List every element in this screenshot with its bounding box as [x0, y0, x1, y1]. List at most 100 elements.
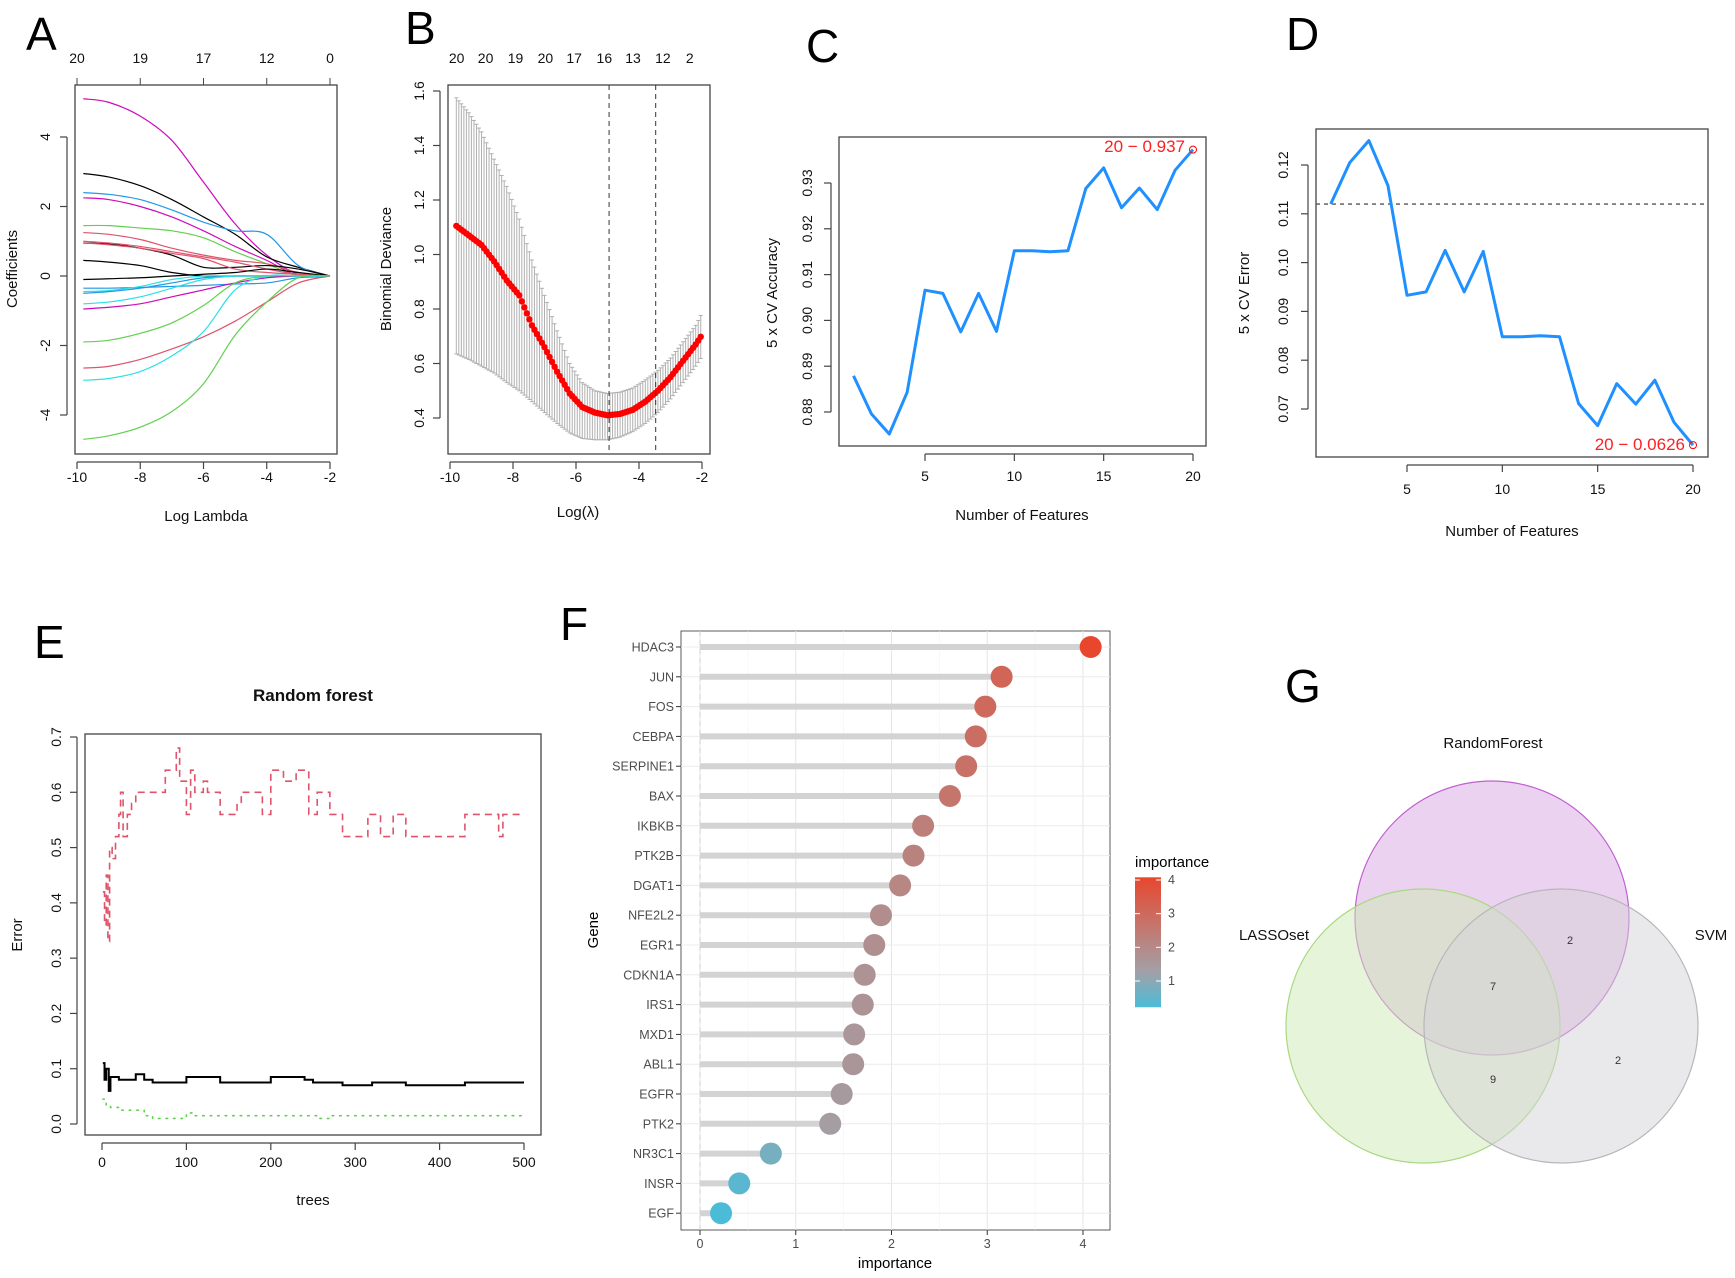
- b-plot-box: [447, 84, 711, 455]
- e-x-axis-title: trees: [296, 1192, 329, 1209]
- top-tick-label: 17: [196, 50, 212, 66]
- x-tick-label: -10: [67, 469, 87, 485]
- deviance-point: [523, 310, 531, 317]
- cv-curve: [453, 97, 704, 441]
- x-tick-label: -2: [324, 469, 337, 485]
- x-tick-label: 200: [259, 1154, 283, 1170]
- x-tick-label: -10: [440, 469, 460, 485]
- y-tick-label: 1.2: [411, 190, 427, 210]
- y-tick-label: 1.6: [411, 81, 427, 101]
- f-y-axis-title: Gene: [585, 912, 602, 949]
- coefficient-path: [83, 231, 331, 277]
- c-y-axis-title: 5 x CV Accuracy: [764, 237, 781, 348]
- legend-tick-label: 3: [1168, 907, 1175, 921]
- venn-region-count: 7: [1490, 981, 1496, 993]
- deviance-point: [516, 292, 523, 299]
- gene-label: CDKN1A: [623, 968, 674, 982]
- lollipop-point: [759, 1142, 782, 1165]
- y-tick-label: 0.7: [48, 727, 64, 747]
- gene-label: INSR: [644, 1177, 674, 1191]
- deviance-point: [546, 353, 553, 361]
- error-rate-line: [102, 1062, 524, 1092]
- legend-colorbar: [1135, 877, 1161, 1008]
- gene-label: IKBKB: [637, 819, 674, 833]
- x-tick-label: 0: [697, 1237, 704, 1251]
- deviance-point: [551, 363, 558, 370]
- y-tick-label: 1.4: [411, 136, 427, 156]
- lollipop-point: [843, 1023, 866, 1046]
- y-tick-label: 0.4: [48, 893, 64, 913]
- gene-label: HDAC3: [632, 641, 674, 655]
- x-tick-label: 20: [1685, 481, 1701, 497]
- top-label: 19: [508, 50, 524, 66]
- x-tick-label: 2: [888, 1237, 895, 1251]
- y-tick-label: 0.4: [411, 408, 427, 428]
- lollipop-point: [912, 814, 935, 837]
- y-tick-label: 0.1: [48, 1059, 64, 1079]
- legend-tick-label: 2: [1168, 940, 1175, 954]
- panel-label-f: F: [560, 598, 588, 650]
- coefficient-path: [83, 192, 331, 277]
- y-tick-label: 0.3: [48, 948, 64, 968]
- legend-tick-label: 4: [1168, 873, 1175, 887]
- best-point-marker: [1689, 441, 1697, 450]
- y-tick-label: -2: [37, 339, 53, 352]
- lollipop-point: [902, 844, 925, 867]
- coefficient-path: [83, 224, 331, 278]
- x-tick-label: 300: [344, 1154, 368, 1170]
- lollipop-point: [955, 755, 978, 778]
- y-tick-label: 0: [37, 272, 53, 280]
- x-tick-label: -6: [197, 469, 210, 485]
- a-y-axis-title: Coefficients: [4, 230, 21, 308]
- y-tick-label: 0.92: [799, 215, 815, 242]
- c-plot-box: [838, 136, 1207, 447]
- x-tick-label: 3: [984, 1237, 991, 1251]
- legend-tick-label: 1: [1168, 974, 1175, 988]
- top-label: 20: [449, 50, 465, 66]
- y-tick-label: 0.11: [1275, 200, 1291, 226]
- x-tick-label: 15: [1096, 468, 1112, 484]
- coefficient-path: [83, 275, 331, 289]
- e-y-axis-title: Error: [9, 918, 26, 951]
- venn-set-label: SVM: [1695, 927, 1728, 944]
- deviance-point: [518, 298, 526, 305]
- cv-line: [1329, 139, 1695, 447]
- error-rate-line: [102, 1098, 525, 1120]
- gene-label: PTK2B: [634, 849, 674, 863]
- lollipop-point: [853, 963, 876, 986]
- top-label: 2: [686, 50, 694, 66]
- coefficient-path: [83, 98, 331, 277]
- y-tick-label: 0.88: [799, 398, 815, 425]
- f-legend-title: importance: [1135, 854, 1209, 871]
- y-tick-label: 0.08: [1275, 346, 1291, 373]
- gene-label: CEBPA: [633, 730, 675, 744]
- y-tick-label: 1.0: [411, 245, 427, 265]
- lollipop-point: [728, 1172, 751, 1195]
- coefficient-path: [83, 275, 331, 369]
- gene-label: IRS1: [646, 998, 674, 1012]
- lollipop-point: [710, 1202, 733, 1225]
- deviance-point: [541, 343, 548, 351]
- top-tick-label: 12: [259, 50, 275, 66]
- y-tick-label: 0.2: [48, 1003, 64, 1023]
- coefficient-path: [83, 172, 331, 277]
- lollipop-point: [974, 695, 997, 718]
- y-tick-label: 0.93: [799, 169, 815, 196]
- panel-label-e: E: [34, 616, 65, 668]
- y-tick-label: 0.90: [799, 307, 815, 334]
- gene-label: EGFR: [639, 1088, 674, 1102]
- top-tick-label: 0: [326, 50, 334, 66]
- y-tick-label: -4: [37, 409, 53, 422]
- x-tick-label: -8: [134, 469, 147, 485]
- coefficient-path: [83, 268, 331, 281]
- venn-region-count: 9: [1490, 1074, 1496, 1086]
- gene-label: PTK2: [643, 1117, 674, 1131]
- gene-label: NFE2L2: [628, 909, 674, 923]
- best-point-label: 20 − 0.0626: [1595, 435, 1685, 454]
- lollipop-point: [889, 874, 912, 897]
- d-y-axis-title: 5 x CV Error: [1236, 252, 1253, 335]
- x-tick-label: -4: [261, 469, 274, 485]
- gene-label: FOS: [648, 700, 674, 714]
- c-x-axis-title: Number of Features: [955, 507, 1088, 524]
- deviance-point: [526, 316, 533, 323]
